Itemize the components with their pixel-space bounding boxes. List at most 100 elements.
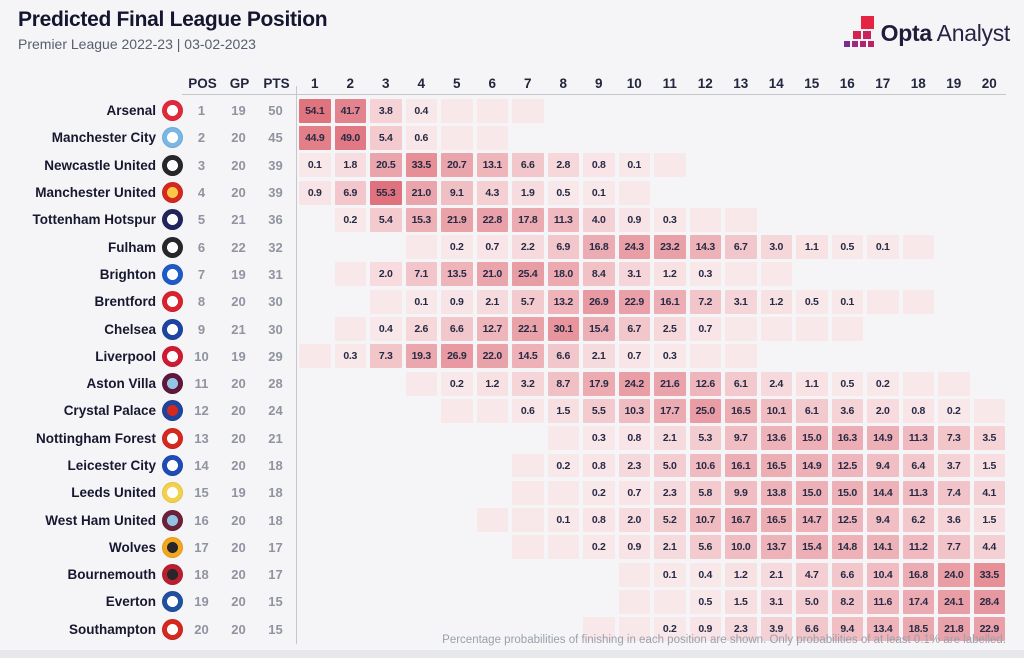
probability-cell: 0.6	[405, 125, 437, 150]
probability-cell: 0.1	[299, 153, 331, 178]
probability-cell: 16.5	[760, 453, 792, 478]
heatmap-slot: 5.2	[652, 506, 688, 533]
probability-cell	[725, 262, 757, 287]
probability-cell: 5.4	[370, 125, 402, 150]
heatmap-slot	[901, 370, 937, 397]
position-header-18: 18	[910, 76, 926, 91]
probability-cell: 11.3	[902, 426, 934, 451]
probability-cell	[654, 590, 686, 614]
heatmap-slot: 0.2	[581, 479, 617, 506]
heatmap-slot: 10.4	[865, 561, 901, 588]
team-row: Fulham 6 22 32	[0, 233, 296, 260]
probability-cell: 0.4	[370, 317, 402, 341]
heatmap-slot	[830, 315, 866, 342]
position-header-12: 12	[697, 76, 713, 91]
probability-cell: 2.0	[370, 262, 402, 287]
heatmap-slot	[794, 343, 830, 370]
heatmap-slot	[688, 206, 724, 233]
heatmap-slot: 13.4	[865, 616, 901, 643]
probability-cell: 22.9	[618, 289, 650, 314]
heatmap-slot: 25.4	[510, 261, 546, 288]
pos-value: 9	[197, 321, 206, 337]
heatmap-slot	[901, 206, 937, 233]
team-name: Chelsea	[104, 321, 156, 337]
probability-cell: 20.5	[370, 153, 402, 178]
heatmap-slot	[546, 97, 582, 124]
probability-cell: 15.0	[796, 480, 828, 505]
probability-cell: 11.2	[902, 535, 934, 560]
probability-cell	[618, 590, 650, 614]
probability-cell: 10.7	[689, 508, 721, 533]
pos-value: 10	[194, 348, 209, 364]
team-name: Newcastle United	[44, 157, 156, 173]
probability-cell: 2.1	[654, 535, 686, 560]
heatmap-slot: 0.5	[830, 370, 866, 397]
position-header-1: 1	[310, 76, 319, 91]
heatmap-slot	[404, 506, 440, 533]
position-header-3: 3	[381, 76, 390, 91]
probability-cell: 0.5	[547, 180, 579, 205]
heatmap-slot: 2.6	[404, 315, 440, 342]
probability-cell: 14.3	[689, 235, 721, 260]
heatmap-slot	[510, 506, 546, 533]
position-header-13: 13	[733, 76, 749, 91]
heatmap-slot: 0.1	[865, 233, 901, 260]
heatmap-slot: 13.2	[546, 288, 582, 315]
gp-value: 20	[231, 130, 246, 146]
team-name: Manchester City	[51, 130, 156, 146]
heatmap-slot	[830, 97, 866, 124]
team-name: West Ham United	[45, 512, 156, 528]
heatmap-slot: 14.1	[865, 534, 901, 561]
pts-value: 30	[268, 294, 283, 310]
probability-cell: 16.8	[583, 235, 615, 260]
pts-value: 30	[268, 321, 283, 337]
probability-cell	[689, 344, 721, 369]
position-header-11: 11	[662, 76, 677, 91]
heatmap-slot	[865, 152, 901, 179]
heatmap-slot	[510, 124, 546, 151]
heatmap-slot: 1.5	[972, 506, 1008, 533]
heatmap-slot	[297, 588, 333, 615]
heatmap-slot: 0.2	[546, 452, 582, 479]
probability-cell: 1.8	[334, 153, 366, 178]
team-row: Southampton 20 20 15	[0, 616, 296, 643]
heatmap-slot	[972, 288, 1008, 315]
team-badge-icon	[162, 291, 183, 313]
heatmap-slot	[333, 479, 369, 506]
probability-cell: 14.9	[796, 453, 828, 478]
heatmap-slot: 10.0	[723, 534, 759, 561]
probability-cell: 10.0	[725, 535, 757, 560]
heatmap-slot: 11.2	[901, 534, 937, 561]
team-name: Liverpool	[95, 348, 156, 364]
heatmap-slot: 0.7	[475, 233, 511, 260]
pts-column-header: PTS	[263, 76, 290, 91]
heatmap-slot	[368, 425, 404, 452]
stat-column-headers: POS GP PTS	[184, 76, 295, 91]
probability-cell: 13.5	[441, 262, 473, 287]
heatmap-slot	[936, 124, 972, 151]
heatmap-slot: 21.0	[475, 261, 511, 288]
probability-cell: 18.0	[547, 262, 579, 287]
heatmap-slot: 8.4	[581, 261, 617, 288]
probability-cell: 0.4	[405, 98, 437, 123]
probability-cell: 1.5	[547, 398, 579, 423]
heatmap-slot	[688, 343, 724, 370]
probability-cell: 0.1	[583, 180, 615, 205]
heatmap-slot	[439, 588, 475, 615]
heatmap-slot	[972, 179, 1008, 206]
heatmap-slot: 0.8	[901, 397, 937, 424]
probability-cell: 0.3	[654, 344, 686, 369]
pts-value: 24	[268, 403, 283, 419]
table-separator-line	[296, 86, 297, 644]
probability-cell: 0.1	[405, 289, 437, 314]
heatmap-slot	[759, 315, 795, 342]
team-row: West Ham United 16 20 18	[0, 506, 296, 533]
heatmap-slot: 28.4	[972, 588, 1008, 615]
probability-cell: 4.3	[476, 180, 508, 205]
heatmap-slot	[865, 97, 901, 124]
probability-cell	[512, 535, 544, 560]
probability-cell: 5.4	[370, 207, 402, 232]
pos-value: 14	[194, 458, 209, 473]
heatmap-slot: 1.5	[546, 397, 582, 424]
probability-cell: 0.3	[654, 207, 686, 232]
